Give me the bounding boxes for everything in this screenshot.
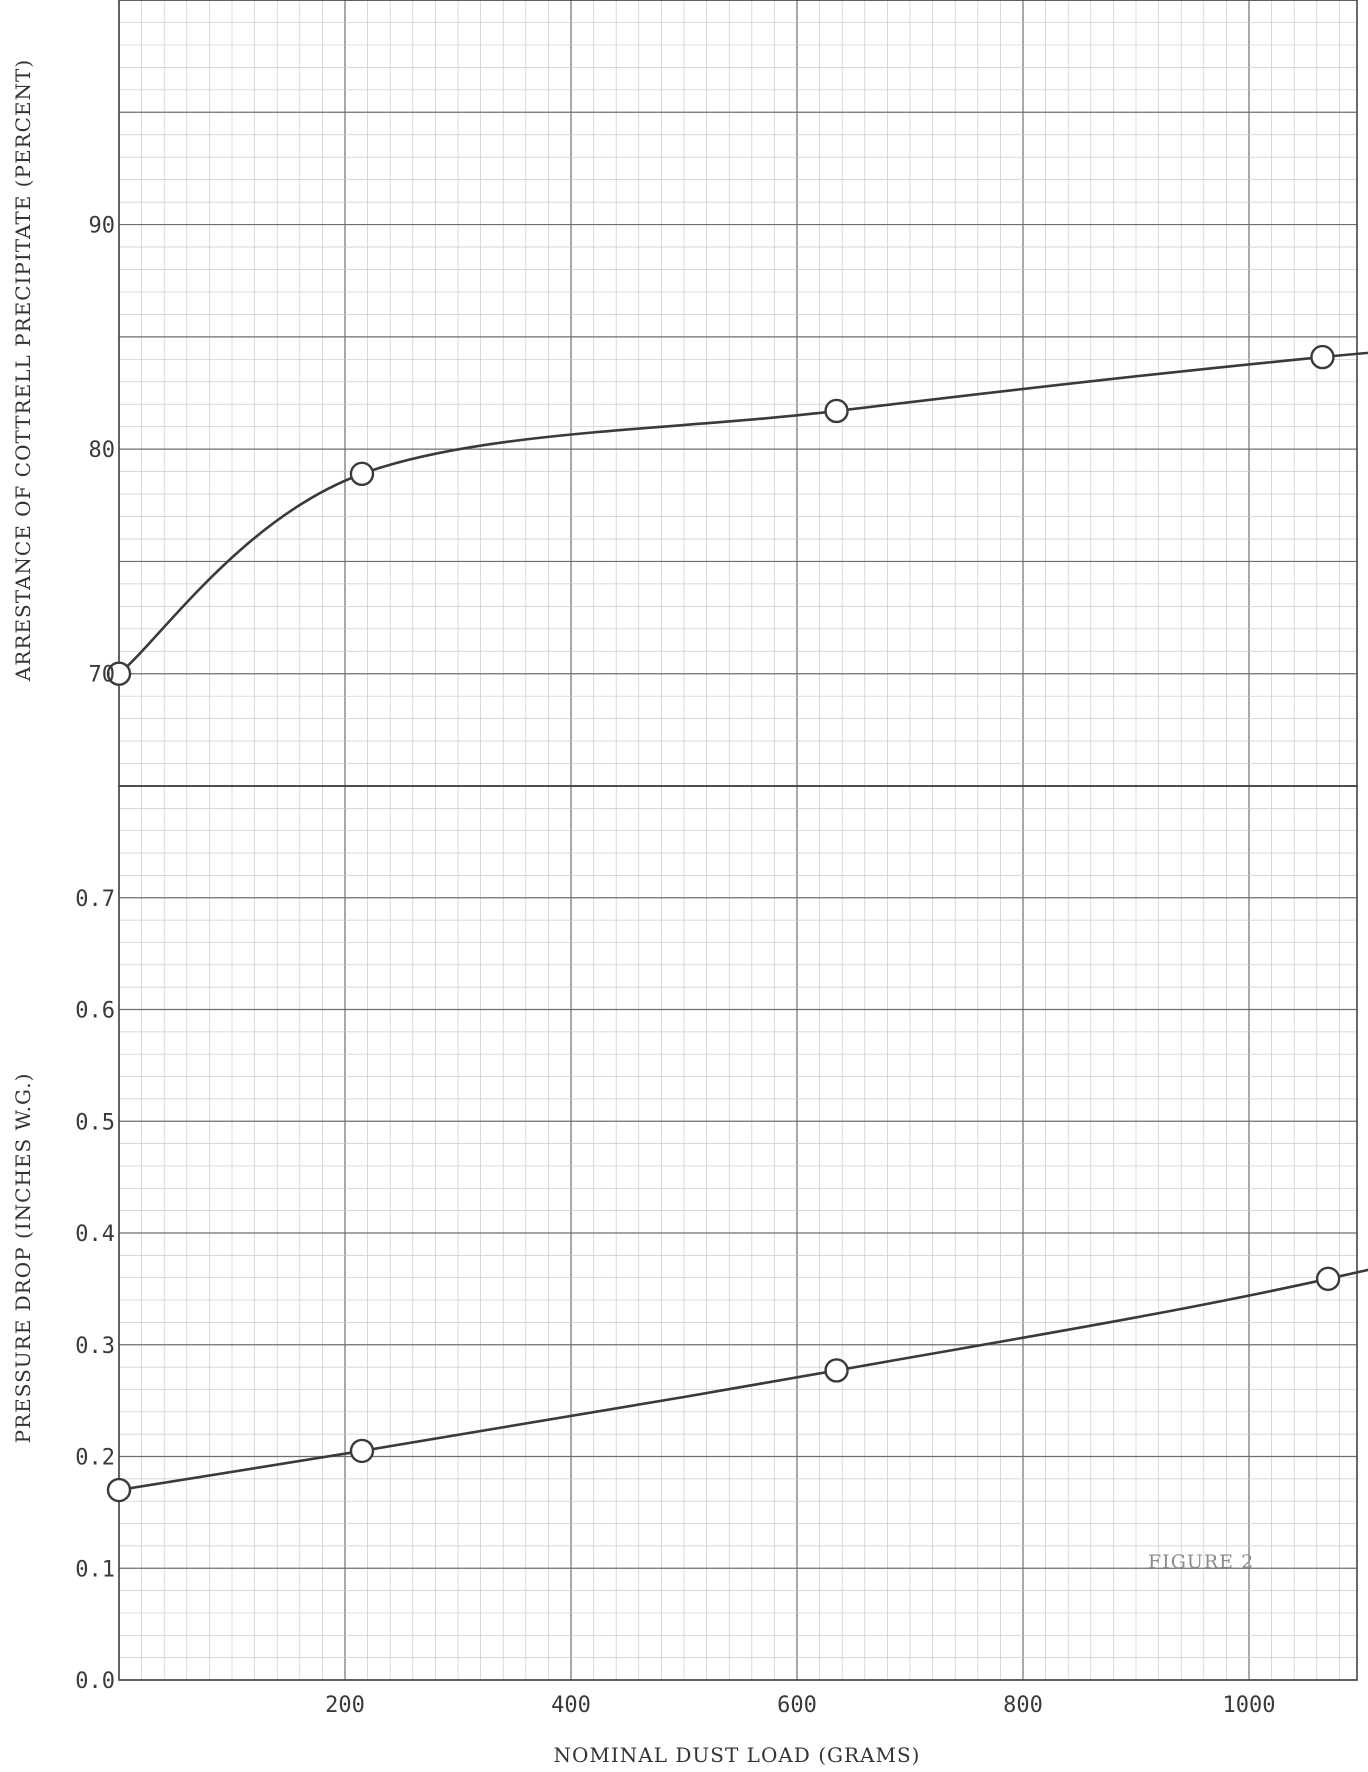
y-tick-label-arrestance: 80 [89, 438, 116, 463]
y-tick-label-arrestance: 90 [89, 214, 116, 239]
x-tick-label: 400 [551, 1693, 591, 1718]
y-tick-label-pressure: 0.3 [75, 1334, 115, 1359]
y-tick-label-arrestance: 70 [89, 663, 116, 688]
y-tick-label-pressure: 0.2 [75, 1446, 115, 1471]
y-axis-label-arrestance: ARRESTANCE OF COTTRELL PRECIPITATE (PERC… [11, 59, 35, 682]
arrestance-series-line [117, 351, 1368, 676]
x-tick-label: 600 [777, 1693, 817, 1718]
tick-labels: 70 80 90 0.0 0.1 0.2 0.3 0.4 0.5 0.6 0.7 200 400 600 8… [75, 214, 1276, 1718]
pressure-data-point [106, 1477, 132, 1503]
y-tick-label-pressure: 0.6 [75, 999, 115, 1024]
pressure-data-point [1315, 1266, 1341, 1292]
y-axis-label-pressure: PRESSURE DROP (INCHES W.G.) [11, 1073, 35, 1444]
x-axis-label: NOMINAL DUST LOAD (GRAMS) [554, 1743, 921, 1767]
figure-label: FIGURE 2 [1148, 1551, 1254, 1573]
pressure-series-line [117, 1268, 1368, 1492]
arrestance-data-point [349, 461, 375, 487]
arrestance-data-point [106, 661, 132, 686]
x-tick-label: 1000 [1223, 1693, 1276, 1718]
pressure-data-point [349, 1438, 375, 1464]
bottom-panel-frame [118, 785, 1358, 1681]
y-tick-label-pressure: 0.7 [75, 887, 115, 912]
y-tick-label-pressure: 0.4 [75, 1222, 115, 1247]
plot-frame [118, 0, 1358, 1681]
y-tick-label-pressure: 0.5 [75, 1110, 115, 1135]
top-panel-frame [118, 0, 1358, 787]
series-layer [106, 344, 1368, 1503]
arrestance-data-point [824, 398, 849, 424]
grid [118, 0, 1357, 1681]
y-tick-label-pressure: 0.1 [75, 1557, 115, 1582]
x-tick-label: 800 [1003, 1693, 1043, 1718]
x-tick-label: 200 [325, 1693, 365, 1718]
arrestance-data-point [1310, 344, 1335, 370]
pressure-data-point [824, 1358, 849, 1383]
y-tick-label-pressure: 0.0 [75, 1669, 115, 1694]
